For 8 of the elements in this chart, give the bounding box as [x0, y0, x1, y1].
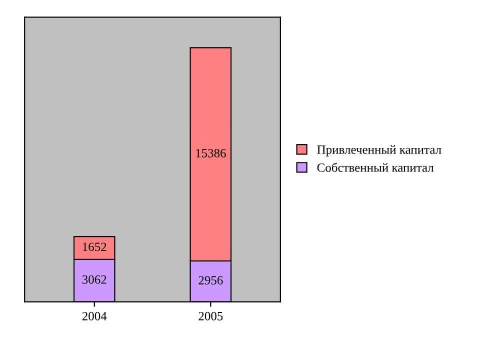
x-tick-label: 2005 — [198, 312, 223, 320]
data-label: 3062 — [82, 275, 106, 284]
data-label: 15386 — [196, 148, 226, 158]
data-label: 2956 — [198, 276, 223, 284]
legend-label: Привлеченный капитал — [317, 145, 442, 156]
legend-label: Собственный капитал — [317, 162, 434, 172]
x-tick-label: 2004 — [82, 312, 107, 320]
data-label: 1652 — [82, 242, 106, 252]
